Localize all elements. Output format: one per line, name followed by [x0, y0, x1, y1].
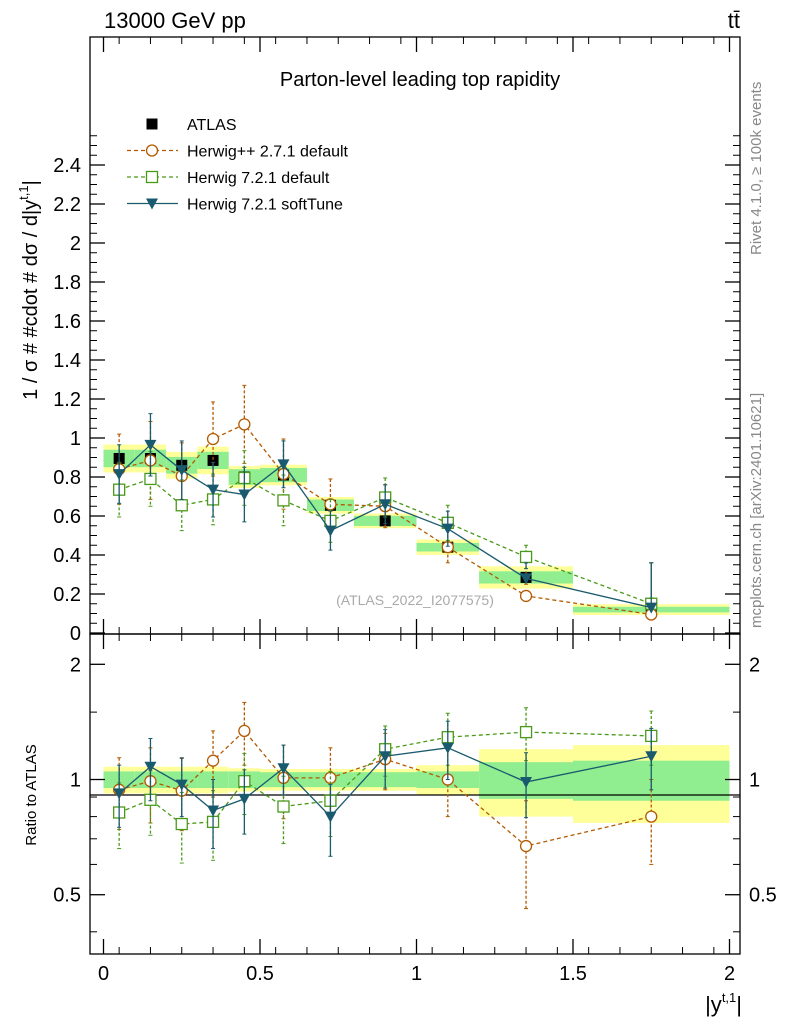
ratio-series-3-point	[238, 793, 251, 805]
main-panel: 0 0.2 0.4 0.6 0.8 1 1.2 1.4 1.6 1.8 2 2.2 2.4 Parton…	[53, 36, 741, 645]
series-2-point	[519, 550, 533, 564]
rivet-label: Rivet 4.1.0, ≥ 100k events	[748, 82, 765, 255]
series-3-point	[207, 484, 220, 496]
x-tick-label: 0.5	[246, 963, 274, 985]
series-1-point	[238, 418, 251, 431]
series-3-point	[238, 489, 251, 501]
ratio-series-3-point	[113, 788, 126, 800]
ratio-series-3-point	[324, 811, 337, 823]
legend-label: Herwig 7.2.1 softTune	[187, 197, 343, 214]
x-tick-label: 1.5	[559, 963, 587, 985]
series-2-line	[118, 477, 652, 605]
y-axis-label-main: 1 / σ # #cdot # dσ / d|y	[20, 200, 42, 400]
ratio-tick-label: 2	[70, 654, 81, 676]
ratio-series-group	[113, 701, 658, 910]
energy-label: 13000 GeV pp	[104, 8, 246, 33]
mcplots-label: mcplots.cern.ch [arXiv:2401.10621]	[748, 393, 765, 628]
ratio-series-3-point	[207, 805, 220, 817]
x-tick-label: 1	[411, 963, 422, 985]
series-3-point	[175, 465, 188, 477]
data-point	[207, 454, 219, 466]
main-axis-ticks: 0 0.2 0.4 0.6 0.8 1 1.2 1.4 1.6 1.8 2 2.2 2.4	[53, 135, 740, 645]
legend-marker	[145, 144, 159, 157]
y-tick-label: 1	[70, 428, 81, 450]
series-3-point	[144, 439, 157, 451]
ratio-series-3-point	[645, 751, 658, 763]
ratio-tick-label: 1	[70, 770, 81, 792]
series-1-point	[519, 589, 533, 603]
series-3-point	[520, 573, 533, 585]
x-axis-label-close: |	[736, 992, 742, 1017]
legend-label: ATLAS	[187, 117, 237, 134]
y-tick-label: 2.4	[53, 155, 81, 177]
series-2-point	[175, 499, 188, 512]
y-tick-label: 2.2	[53, 194, 81, 216]
x-axis-label-main: |y	[705, 992, 722, 1017]
ratio-series-2-point	[277, 800, 290, 813]
series-2-point	[277, 494, 290, 507]
ratio-panel: 0.5 0.5 1 1 2 2	[53, 633, 777, 955]
series-3-point	[441, 523, 454, 535]
y-tick-label: 0.4	[53, 545, 81, 567]
y-tick-label: 0	[70, 623, 81, 645]
ratio-series-2-line	[118, 731, 652, 825]
ratio-series-1-point	[519, 839, 533, 853]
y-axis-label-sup: t,1	[16, 185, 31, 199]
y-tick-label: 1.2	[53, 389, 81, 411]
ratio-series-1-point	[238, 724, 251, 738]
ratio-uncertainty-bands	[103, 745, 730, 823]
main-uncertainty-bands	[103, 444, 730, 615]
ratio-tick-label: 0.5	[53, 885, 81, 907]
process-label: tt̄	[728, 8, 740, 33]
y-tick-label: 1.6	[53, 311, 81, 333]
ratio-series-1-point	[206, 754, 220, 767]
ratio-series-3-point	[441, 742, 454, 754]
ratio-frame	[89, 633, 741, 955]
series-1-point	[206, 432, 220, 446]
ratio-series-3-point	[379, 751, 392, 763]
legend: ATLAS Herwig++ 2.7.1 default Herwig 7.2.1 …	[127, 117, 349, 214]
analysis-label: (ATLAS_2022_I2077575)	[336, 592, 494, 608]
ratio-series-3-point	[520, 777, 533, 789]
ratio-series-3-point	[175, 779, 188, 791]
x-tick-label: 2	[724, 963, 735, 985]
series-3-point	[113, 469, 126, 481]
ratio-tick-label-right: 0.5	[749, 885, 777, 907]
ratio-series-2-point	[519, 725, 533, 739]
legend-marker	[146, 198, 158, 210]
ratio-axis-label: Ratio to ATLAS	[23, 744, 40, 845]
legend-label: Herwig++ 2.7.1 default	[187, 144, 349, 161]
ratio-series-3-point	[277, 763, 290, 775]
x-axis-label-sup: t,1	[722, 990, 736, 1005]
y-tick-label: 1.4	[53, 350, 81, 372]
series-3-point	[277, 459, 290, 471]
y-tick-label: 0.6	[53, 506, 81, 528]
y-axis-label-close: |	[20, 180, 42, 185]
ratio-tick-label-right: 1	[749, 770, 760, 792]
y-tick-label: 1.8	[53, 272, 81, 294]
series-3-point	[379, 499, 392, 511]
y-tick-label: 0.2	[53, 584, 81, 606]
y-axis-label: 1 / σ # #cdot # dσ / d|yt,1|	[16, 180, 42, 400]
ratio-series-1-point	[645, 810, 658, 823]
legend-marker	[145, 170, 159, 184]
legend-marker	[146, 118, 158, 130]
series-3-point	[324, 525, 337, 537]
ratio-series-3-point	[144, 761, 157, 773]
chart-title: Parton-level leading top rapidity	[280, 69, 560, 91]
x-axis-label: |yt,1|	[705, 990, 742, 1017]
x-axis-ticks: 0 0.5 1 1.5 2	[98, 37, 735, 985]
main-series-group	[113, 384, 658, 621]
series-3-point	[645, 602, 658, 614]
ratio-axis-ticks: 0.5 0.5 1 1 2 2	[53, 654, 777, 933]
ratio-series-2-point	[175, 817, 188, 831]
legend-label: Herwig 7.2.1 default	[187, 170, 330, 187]
ratio-tick-label-right: 2	[749, 654, 760, 676]
y-tick-label: 2	[70, 233, 81, 255]
x-tick-label: 0	[98, 963, 109, 985]
y-tick-label: 0.8	[53, 467, 81, 489]
